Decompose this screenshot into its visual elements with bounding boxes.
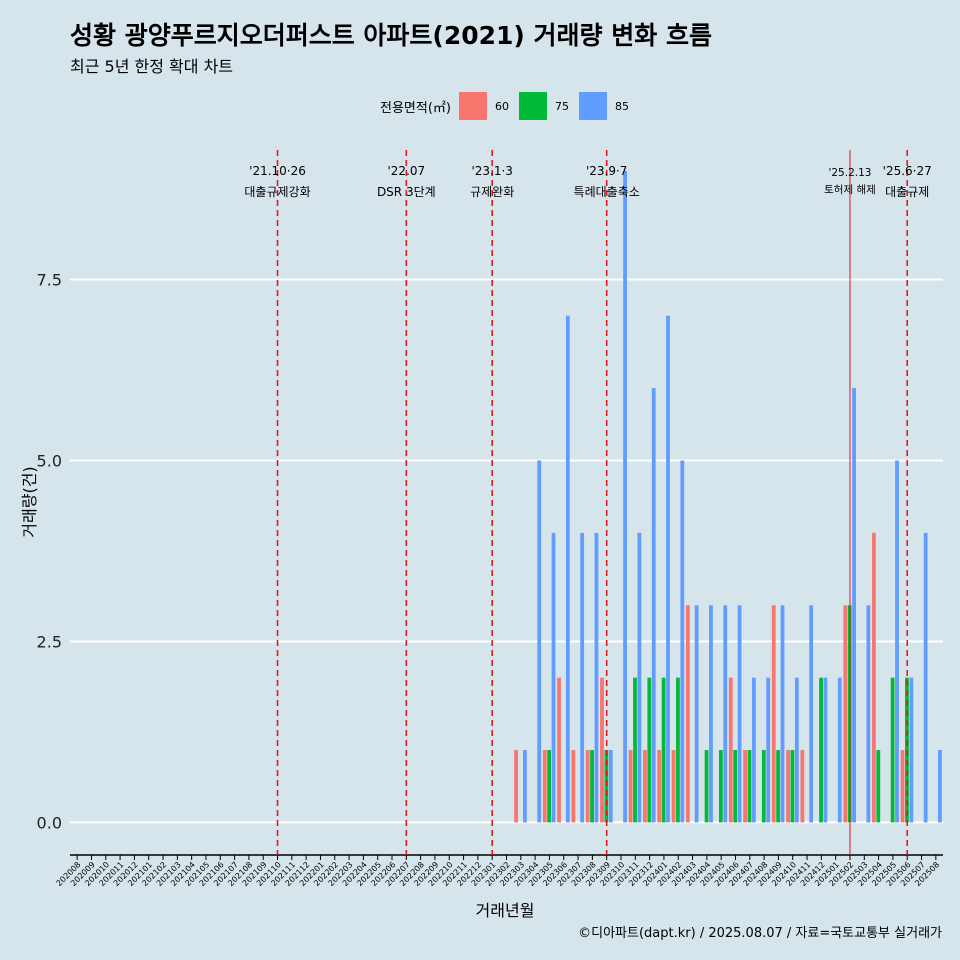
y-tick-label: 7.5	[37, 271, 62, 290]
bar-60	[771, 605, 776, 823]
bar-85	[837, 677, 842, 823]
bar-60	[542, 750, 547, 823]
bar-60	[657, 750, 662, 823]
event-date-label: '21.10·26	[249, 164, 306, 178]
bar-85	[923, 532, 928, 823]
bar-85	[565, 315, 570, 823]
bar-85	[594, 532, 599, 823]
bar-75	[890, 677, 895, 823]
bar-85	[666, 315, 670, 823]
bar-60	[514, 750, 519, 823]
event-name-label: DSR 3단계	[377, 185, 436, 199]
bar-60	[685, 605, 690, 823]
bar-85	[938, 750, 942, 823]
chart-subtitle: 최근 5년 한정 확대 차트	[70, 57, 234, 76]
bar-85	[866, 605, 871, 823]
bar-85	[680, 460, 685, 823]
bar-85	[580, 532, 585, 823]
legend: 전용면적(㎡) 60 75 85	[380, 92, 639, 120]
legend-label-75: 75	[554, 99, 569, 113]
bar-75	[718, 750, 723, 823]
y-tick-label: 5.0	[37, 451, 62, 470]
bar-75	[633, 677, 637, 823]
bar-85	[737, 605, 742, 823]
bar-85	[751, 677, 756, 823]
event-name-label: 규제완화	[470, 185, 514, 199]
x-axis-title: 거래년월	[475, 901, 535, 920]
bar-60	[671, 750, 676, 823]
event-name-label: 대출규제	[885, 185, 929, 199]
bar-60	[557, 677, 561, 823]
bar-85	[523, 750, 527, 823]
bar-85	[895, 460, 899, 823]
bar-75	[590, 750, 594, 823]
bar-60	[843, 605, 848, 823]
bar-85	[637, 532, 642, 823]
bar-85	[723, 605, 728, 823]
bar-85	[852, 388, 856, 823]
bar-75	[733, 750, 738, 823]
bar-60	[571, 750, 576, 823]
event-name-label: 토허제 해제	[824, 183, 876, 196]
bar-60	[743, 750, 748, 823]
event-date-label: '23.9·7	[586, 164, 627, 178]
bar-85	[537, 460, 542, 823]
bar-85	[780, 605, 785, 823]
bar-75	[604, 750, 609, 823]
event-date-label: '22.07	[387, 164, 425, 178]
source-caption: ©디아파트(dapt.kr) / 2025.08.07 / 자료=국토교통부 실…	[578, 926, 942, 941]
bar-75	[747, 750, 752, 823]
bar-60	[600, 677, 604, 823]
legend-item-85: 85	[578, 92, 631, 120]
legend-label-85: 85	[614, 99, 629, 113]
bar-75	[761, 750, 766, 823]
legend-label-60: 60	[494, 99, 509, 113]
bar-75	[647, 677, 652, 823]
bar-85	[694, 605, 699, 823]
chart-title: 성황 광양푸르지오더퍼스트 아파트(2021) 거래량 변화 흐름	[70, 21, 712, 50]
bar-75	[876, 750, 881, 823]
bar-85	[709, 605, 713, 823]
event-name-label: 대출규제강화	[244, 185, 310, 199]
legend-item-75: 75	[518, 92, 571, 120]
event-date-label: '25.6·27	[883, 164, 932, 178]
bar-85	[551, 532, 556, 823]
legend-item-60: 60	[458, 92, 511, 120]
bar-85	[909, 677, 914, 823]
bar-60	[728, 677, 733, 823]
bar-60	[900, 750, 905, 823]
bar-85	[608, 750, 613, 823]
bar-75	[776, 750, 781, 823]
bar-60	[643, 750, 647, 823]
bar-75	[676, 677, 680, 823]
bar-75	[790, 750, 795, 823]
event-date-label: '25.2.13	[828, 167, 871, 179]
y-tick-label: 2.5	[37, 632, 62, 651]
event-name-label: 특례대출축소	[574, 185, 640, 199]
bar-60	[628, 750, 633, 823]
legend-swatch-75	[518, 92, 547, 120]
bar-85	[809, 605, 814, 823]
legend-swatch-60	[458, 92, 487, 120]
bar-75	[704, 750, 709, 823]
bar-75	[819, 677, 823, 823]
bar-85	[794, 677, 799, 823]
legend-swatch-85	[578, 92, 607, 120]
y-tick-label: 0.0	[37, 813, 62, 832]
event-date-label: '23.1·3	[471, 164, 512, 178]
bar-85	[823, 677, 828, 823]
bar-60	[585, 750, 590, 823]
bar-75	[661, 677, 666, 823]
bar-60	[872, 532, 876, 823]
bar-85	[766, 677, 771, 823]
bar-85	[623, 170, 627, 823]
legend-title: 전용면적(㎡)	[380, 100, 451, 116]
bar-60	[800, 750, 805, 823]
bar-85	[651, 388, 656, 823]
bar-75	[547, 750, 552, 823]
y-axis-title: 거래량(건)	[20, 466, 39, 538]
bar-60	[786, 750, 790, 823]
